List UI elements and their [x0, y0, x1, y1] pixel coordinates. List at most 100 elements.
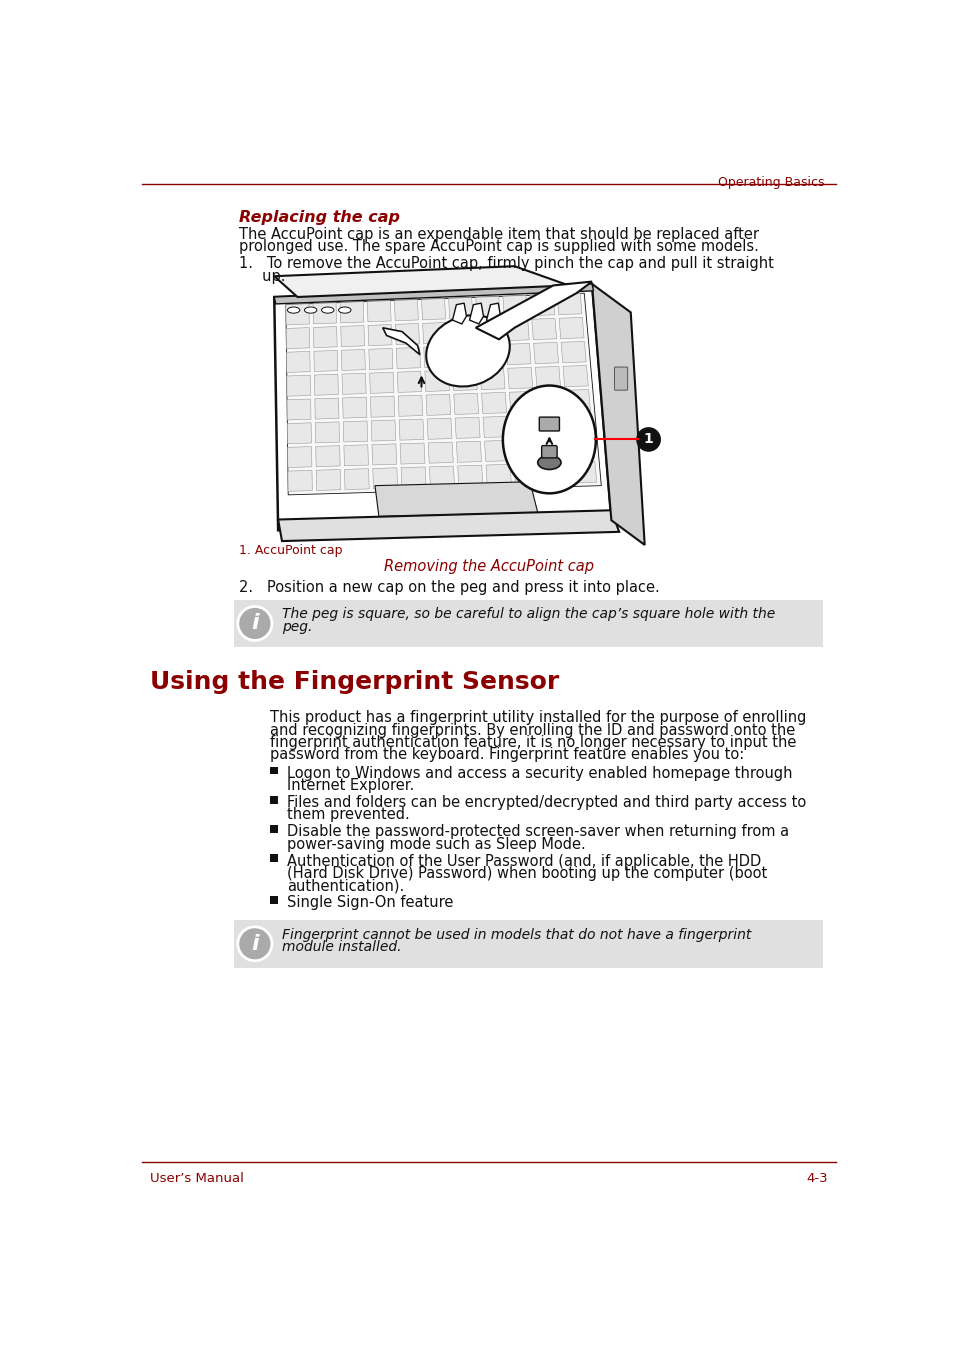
Polygon shape — [344, 469, 369, 489]
Text: i: i — [251, 614, 258, 634]
Polygon shape — [452, 369, 476, 391]
Polygon shape — [427, 418, 452, 439]
Text: prolonged use. The spare AccuPoint cap is supplied with some models.: prolonged use. The spare AccuPoint cap i… — [239, 239, 759, 254]
Polygon shape — [394, 300, 418, 320]
Polygon shape — [287, 376, 311, 396]
Text: 1. AccuPoint cap: 1. AccuPoint cap — [239, 544, 342, 557]
Polygon shape — [507, 368, 532, 388]
Polygon shape — [486, 303, 500, 324]
Polygon shape — [429, 466, 454, 487]
Polygon shape — [450, 322, 474, 342]
Polygon shape — [314, 350, 337, 372]
FancyBboxPatch shape — [270, 825, 278, 833]
Text: and recognizing fingerprints. By enrolling the ID and password onto the: and recognizing fingerprints. By enrolli… — [270, 723, 795, 738]
Polygon shape — [341, 373, 366, 395]
Polygon shape — [371, 420, 395, 441]
Polygon shape — [382, 327, 419, 354]
Polygon shape — [592, 284, 644, 545]
Polygon shape — [426, 395, 450, 415]
Text: Disable the password-protected screen-saver when returning from a: Disable the password-protected screen-sa… — [287, 825, 789, 840]
Text: Internet Explorer.: Internet Explorer. — [287, 779, 415, 794]
Text: Replacing the cap: Replacing the cap — [239, 210, 400, 224]
Polygon shape — [342, 397, 367, 418]
Polygon shape — [274, 284, 593, 304]
FancyBboxPatch shape — [233, 919, 822, 968]
Polygon shape — [372, 443, 396, 465]
Polygon shape — [400, 466, 426, 488]
Ellipse shape — [426, 315, 509, 387]
Polygon shape — [287, 423, 311, 443]
Text: them prevented.: them prevented. — [287, 807, 410, 822]
FancyBboxPatch shape — [270, 854, 278, 863]
Text: Single Sign-On feature: Single Sign-On feature — [287, 895, 454, 910]
Polygon shape — [368, 324, 392, 346]
Polygon shape — [421, 299, 445, 320]
Polygon shape — [395, 323, 419, 345]
Polygon shape — [340, 326, 364, 346]
FancyBboxPatch shape — [541, 446, 557, 458]
Polygon shape — [397, 395, 422, 416]
Text: The peg is square, so be careful to align the cap’s square hole with the: The peg is square, so be careful to alig… — [282, 607, 775, 622]
Polygon shape — [428, 442, 453, 464]
FancyBboxPatch shape — [270, 896, 278, 903]
Polygon shape — [482, 416, 508, 438]
Ellipse shape — [537, 456, 560, 469]
Polygon shape — [314, 375, 338, 395]
Polygon shape — [287, 399, 311, 420]
Polygon shape — [533, 342, 558, 364]
Text: (Hard Disk Drive) Password) when booting up the computer (boot: (Hard Disk Drive) Password) when booting… — [287, 867, 767, 882]
Polygon shape — [375, 481, 537, 516]
Polygon shape — [422, 323, 446, 343]
Text: The AccuPoint cap is an expendable item that should be replaced after: The AccuPoint cap is an expendable item … — [239, 227, 759, 242]
Polygon shape — [286, 304, 309, 324]
Polygon shape — [370, 396, 395, 418]
FancyBboxPatch shape — [233, 599, 822, 648]
Polygon shape — [286, 293, 600, 495]
Text: i: i — [251, 934, 258, 953]
Polygon shape — [287, 446, 312, 468]
Text: Files and folders can be encrypted/decrypted and third party access to: Files and folders can be encrypted/decry… — [287, 795, 806, 810]
Polygon shape — [504, 319, 529, 341]
Polygon shape — [424, 370, 449, 392]
Polygon shape — [537, 391, 562, 412]
Polygon shape — [278, 510, 618, 541]
Polygon shape — [274, 266, 568, 297]
Text: 2.   Position a new cap on the peg and press it into place.: 2. Position a new cap on the peg and pre… — [239, 580, 659, 595]
Text: fingerprint authentication feature, it is no longer necessary to input the: fingerprint authentication feature, it i… — [270, 735, 796, 750]
Polygon shape — [314, 327, 336, 347]
Polygon shape — [485, 464, 511, 485]
Circle shape — [237, 927, 272, 961]
Polygon shape — [369, 349, 393, 369]
Polygon shape — [315, 446, 340, 466]
Ellipse shape — [321, 307, 334, 314]
Polygon shape — [448, 297, 473, 319]
Text: Authentication of the User Password (and, if applicable, the HDD: Authentication of the User Password (and… — [287, 853, 760, 869]
Polygon shape — [454, 393, 478, 415]
Polygon shape — [560, 342, 585, 362]
Polygon shape — [286, 327, 310, 349]
Ellipse shape — [304, 307, 316, 314]
Polygon shape — [398, 419, 423, 441]
Polygon shape — [566, 414, 592, 435]
Polygon shape — [506, 343, 531, 365]
Polygon shape — [315, 469, 340, 491]
FancyBboxPatch shape — [538, 418, 558, 431]
Polygon shape — [542, 462, 568, 484]
Text: password from the keyboard. Fingerprint feature enables you to:: password from the keyboard. Fingerprint … — [270, 748, 744, 763]
Text: peg.: peg. — [282, 619, 312, 634]
Polygon shape — [341, 349, 365, 370]
Polygon shape — [274, 284, 611, 530]
Polygon shape — [562, 365, 588, 387]
Polygon shape — [399, 443, 424, 464]
Polygon shape — [476, 296, 499, 318]
Text: 1.   To remove the AccuPoint cap, firmly pinch the cap and pull it straight: 1. To remove the AccuPoint cap, firmly p… — [239, 256, 774, 272]
Polygon shape — [395, 347, 420, 369]
Polygon shape — [457, 465, 482, 487]
Polygon shape — [452, 303, 466, 324]
FancyBboxPatch shape — [270, 796, 278, 803]
Ellipse shape — [287, 307, 299, 314]
Polygon shape — [514, 464, 539, 484]
Polygon shape — [531, 318, 556, 339]
Polygon shape — [564, 389, 590, 411]
FancyBboxPatch shape — [614, 366, 627, 391]
